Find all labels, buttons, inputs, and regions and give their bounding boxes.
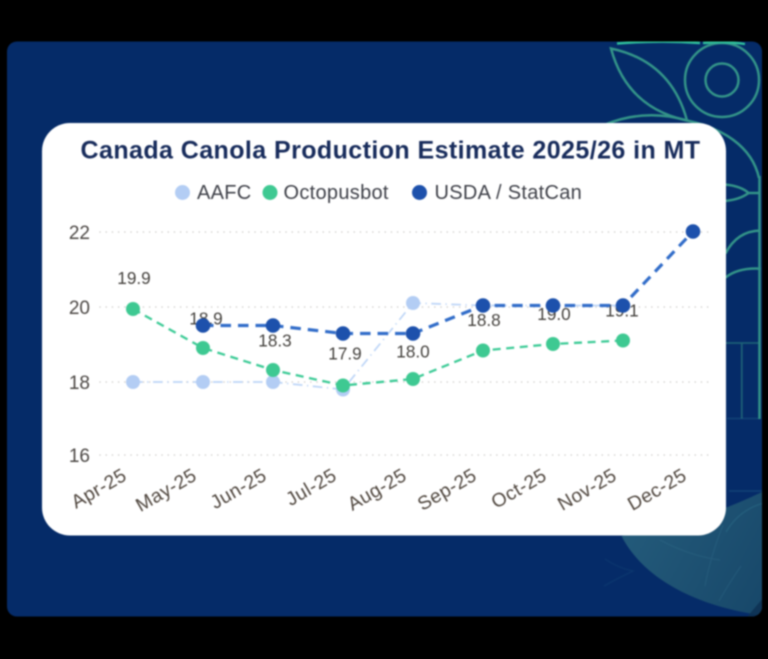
svg-text:AAFC: AAFC [197, 182, 252, 204]
svg-text:16: 16 [69, 446, 90, 467]
svg-text:22: 22 [69, 223, 90, 244]
svg-text:17.9: 17.9 [328, 344, 361, 364]
svg-text:18.3: 18.3 [258, 331, 291, 351]
svg-text:18.8: 18.8 [467, 310, 500, 330]
svg-text:20: 20 [69, 298, 90, 319]
svg-text:USDA / StatCan: USDA / StatCan [435, 182, 583, 204]
svg-text:18: 18 [69, 373, 90, 394]
svg-text:18.0: 18.0 [396, 342, 429, 362]
svg-text:19.9: 19.9 [117, 268, 150, 288]
svg-text:Canada Canola Production Estim: Canada Canola Production Estimate 2025/2… [81, 137, 701, 165]
svg-text:19.0: 19.0 [537, 304, 570, 324]
svg-text:Octopusbot: Octopusbot [284, 182, 389, 204]
